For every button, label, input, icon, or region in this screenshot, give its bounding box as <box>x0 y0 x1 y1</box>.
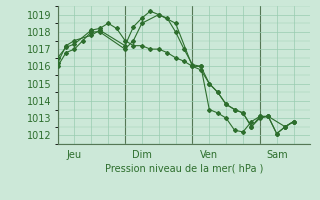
X-axis label: Pression niveau de la mer( hPa ): Pression niveau de la mer( hPa ) <box>105 163 263 173</box>
